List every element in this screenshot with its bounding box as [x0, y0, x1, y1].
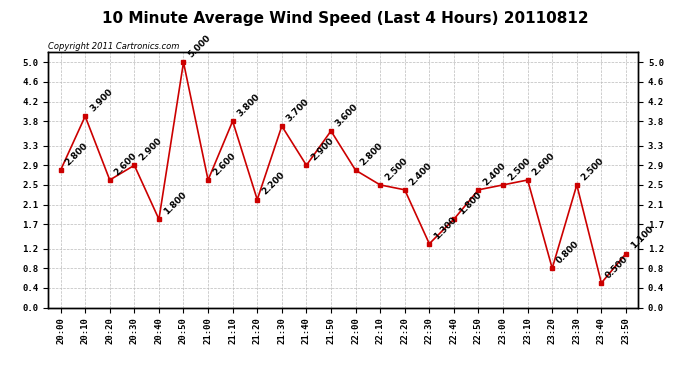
Text: 1.800: 1.800	[457, 190, 483, 216]
Text: 2.500: 2.500	[506, 156, 532, 182]
Text: 0.800: 0.800	[555, 239, 581, 266]
Text: Copyright 2011 Cartronics.com: Copyright 2011 Cartronics.com	[48, 42, 179, 51]
Text: 2.500: 2.500	[383, 156, 409, 182]
Text: 2.600: 2.600	[531, 151, 557, 177]
Text: 2.400: 2.400	[481, 161, 508, 187]
Text: 1.100: 1.100	[629, 225, 655, 251]
Text: 3.700: 3.700	[284, 97, 311, 123]
Text: 2.900: 2.900	[309, 136, 335, 162]
Text: 1.800: 1.800	[161, 190, 188, 216]
Text: 3.600: 3.600	[334, 102, 360, 128]
Text: 3.900: 3.900	[88, 87, 115, 114]
Text: 2.500: 2.500	[580, 156, 606, 182]
Text: 2.900: 2.900	[137, 136, 164, 162]
Text: 2.200: 2.200	[260, 171, 286, 197]
Text: 5.000: 5.000	[186, 33, 213, 60]
Text: 2.800: 2.800	[358, 141, 384, 167]
Text: 1.300: 1.300	[432, 215, 458, 241]
Text: 2.600: 2.600	[211, 151, 237, 177]
Text: 2.600: 2.600	[112, 151, 139, 177]
Text: 3.800: 3.800	[235, 92, 262, 118]
Text: 2.400: 2.400	[408, 161, 434, 187]
Text: 10 Minute Average Wind Speed (Last 4 Hours) 20110812: 10 Minute Average Wind Speed (Last 4 Hou…	[101, 11, 589, 26]
Text: 0.500: 0.500	[604, 254, 631, 280]
Text: 2.800: 2.800	[63, 141, 90, 167]
